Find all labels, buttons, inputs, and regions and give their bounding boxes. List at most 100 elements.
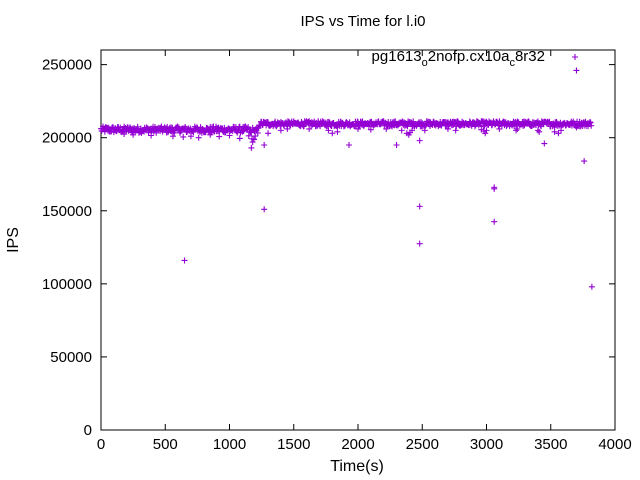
data-point [581, 158, 588, 165]
data-point [573, 124, 580, 131]
data-points [98, 67, 595, 290]
x-axis-title: Time(s) [330, 458, 384, 475]
data-point [334, 128, 341, 135]
data-point [480, 123, 487, 130]
data-point [174, 123, 181, 130]
y-tick-label: 0 [84, 422, 92, 439]
data-point [329, 130, 336, 137]
data-point [466, 118, 473, 125]
y-axis-title: IPS [5, 227, 22, 253]
data-point [261, 206, 268, 213]
y-tick-label: 250000 [42, 57, 92, 74]
x-tick-label: 1000 [213, 436, 246, 453]
data-point [555, 130, 562, 137]
data-point [108, 128, 115, 135]
data-point [121, 123, 128, 130]
data-point [573, 67, 580, 74]
legend-label-subscript: o [422, 57, 428, 69]
data-point [199, 125, 206, 132]
data-point [250, 136, 257, 143]
data-point [393, 142, 400, 148]
data-point [529, 122, 536, 129]
data-point [226, 132, 233, 139]
data-point [367, 126, 374, 133]
data-point [130, 131, 137, 138]
data-point [265, 130, 272, 137]
data-point [588, 283, 595, 290]
data-point [444, 125, 451, 132]
data-point [416, 203, 423, 210]
data-point [459, 118, 466, 125]
data-point [284, 125, 291, 132]
data-point [453, 123, 460, 130]
x-tick-label: 1500 [277, 436, 310, 453]
x-tick-label: 0 [97, 436, 105, 453]
data-point [472, 121, 479, 128]
data-point [355, 125, 361, 132]
data-point [239, 128, 246, 135]
legend-label-subscript: c [509, 57, 515, 69]
plot-border [100, 49, 616, 431]
legend-label-part: 2nofp.cx10a [428, 48, 510, 65]
data-point [496, 125, 503, 132]
data-point [113, 128, 120, 135]
data-point [240, 127, 247, 134]
data-point [325, 127, 332, 134]
data-point [416, 240, 423, 247]
data-point [481, 122, 488, 129]
data-point [398, 127, 405, 134]
data-point [558, 127, 565, 134]
y-axis: 0 50000 100000 150000 200000 250000 [42, 57, 615, 439]
data-point [514, 125, 521, 132]
data-point [586, 119, 593, 126]
data-point [483, 127, 490, 134]
data-point [181, 257, 188, 264]
data-point [587, 119, 594, 126]
data-point [346, 142, 353, 148]
data-point [265, 119, 272, 126]
legend-series-label: pg1613o2nofp.cx10ac8r32 [372, 48, 545, 69]
data-point [482, 130, 489, 137]
data-point [536, 128, 543, 135]
data-point [340, 123, 347, 130]
legend-marker-symbol [572, 54, 578, 60]
data-point [383, 125, 390, 132]
legend-marker [572, 54, 578, 60]
data-point [249, 139, 256, 146]
data-point [121, 131, 128, 138]
data-point [306, 125, 313, 132]
data-point [236, 135, 243, 142]
legend-label-part: 8r32 [515, 48, 545, 65]
data-point [551, 128, 558, 135]
data-point [187, 133, 194, 140]
data-point [421, 127, 428, 134]
data-point [453, 118, 460, 125]
plot-frame [100, 49, 616, 431]
x-tick-label: 2500 [406, 436, 439, 453]
y-tick-label: 50000 [50, 349, 92, 366]
data-point [319, 118, 326, 125]
data-point [145, 129, 152, 136]
data-point [452, 127, 459, 134]
x-tick-label: 4000 [598, 436, 631, 453]
data-point [245, 132, 252, 139]
x-tick-label: 3500 [534, 436, 567, 453]
y-tick-label: 100000 [42, 276, 92, 293]
data-point [277, 127, 284, 134]
data-point [195, 134, 202, 141]
data-point [254, 129, 261, 136]
data-point [190, 129, 197, 136]
data-point [207, 131, 214, 138]
x-tick-label: 2000 [341, 436, 374, 453]
data-point [134, 123, 141, 130]
data-point [408, 127, 415, 134]
data-point [252, 133, 259, 140]
data-point [261, 142, 268, 148]
data-point [209, 124, 216, 131]
x-axis: 0 500 1000 1500 2000 2500 3000 3500 4000 [97, 50, 632, 453]
y-tick-label: 200000 [42, 130, 92, 147]
data-point [491, 218, 498, 225]
chart-title: IPS vs Time for l.i0 [300, 13, 425, 30]
y-tick-label: 150000 [42, 203, 92, 220]
data-point [365, 123, 372, 130]
